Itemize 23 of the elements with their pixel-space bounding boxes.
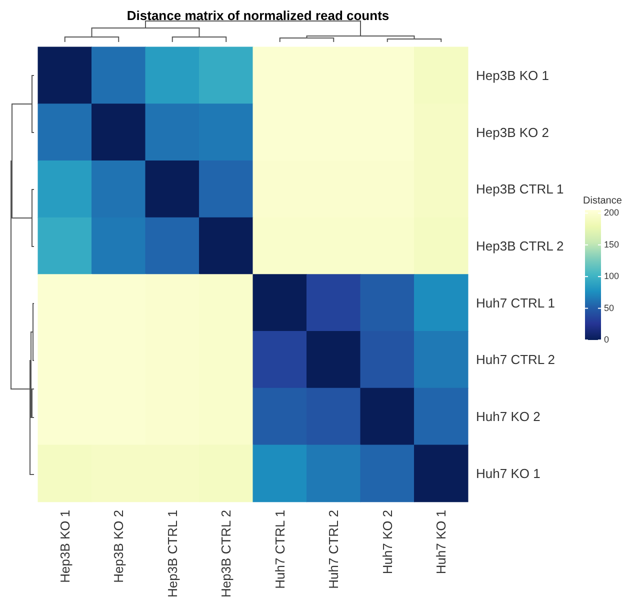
- x-tick-label: Hep3B CTRL 2: [218, 510, 234, 598]
- x-tick-label: Huh7 KO 2: [380, 510, 395, 574]
- color-bar-label: 50: [604, 302, 614, 313]
- color-bar-label: 150: [604, 239, 620, 250]
- x-tick-label: Huh7 CTRL 1: [272, 510, 288, 589]
- y-tick-label: Hep3B CTRL 2: [476, 238, 564, 254]
- x-tick-label: Huh7 KO 1: [434, 510, 449, 574]
- y-tick-label: Hep3B KO 1: [476, 68, 549, 83]
- color-bar-label: 0: [604, 334, 610, 344]
- x-tick-label: Huh7 CTRL 2: [326, 510, 342, 589]
- color-bar-label: 100: [604, 271, 620, 282]
- chart-title: Distance matrix of normalized read counts: [126, 8, 390, 23]
- y-tick-label: Huh7 KO 1: [476, 466, 540, 481]
- color-bar-title: Distance: [583, 196, 622, 206]
- y-tick-label: Hep3B KO 2: [476, 124, 549, 140]
- y-tick-label: Hep3B CTRL 1: [476, 182, 564, 197]
- y-tick-label: Huh7 KO 2: [476, 409, 540, 424]
- x-tick-label: Hep3B KO 2: [111, 510, 126, 583]
- x-tick-label: Hep3B KO 1: [57, 510, 72, 583]
- y-tick-label: Huh7 CTRL 2: [476, 352, 555, 368]
- x-tick-label: Hep3B CTRL 1: [164, 510, 180, 598]
- color-bar-label: 200: [604, 208, 620, 218]
- y-tick-label: Huh7 CTRL 1: [476, 295, 555, 310]
